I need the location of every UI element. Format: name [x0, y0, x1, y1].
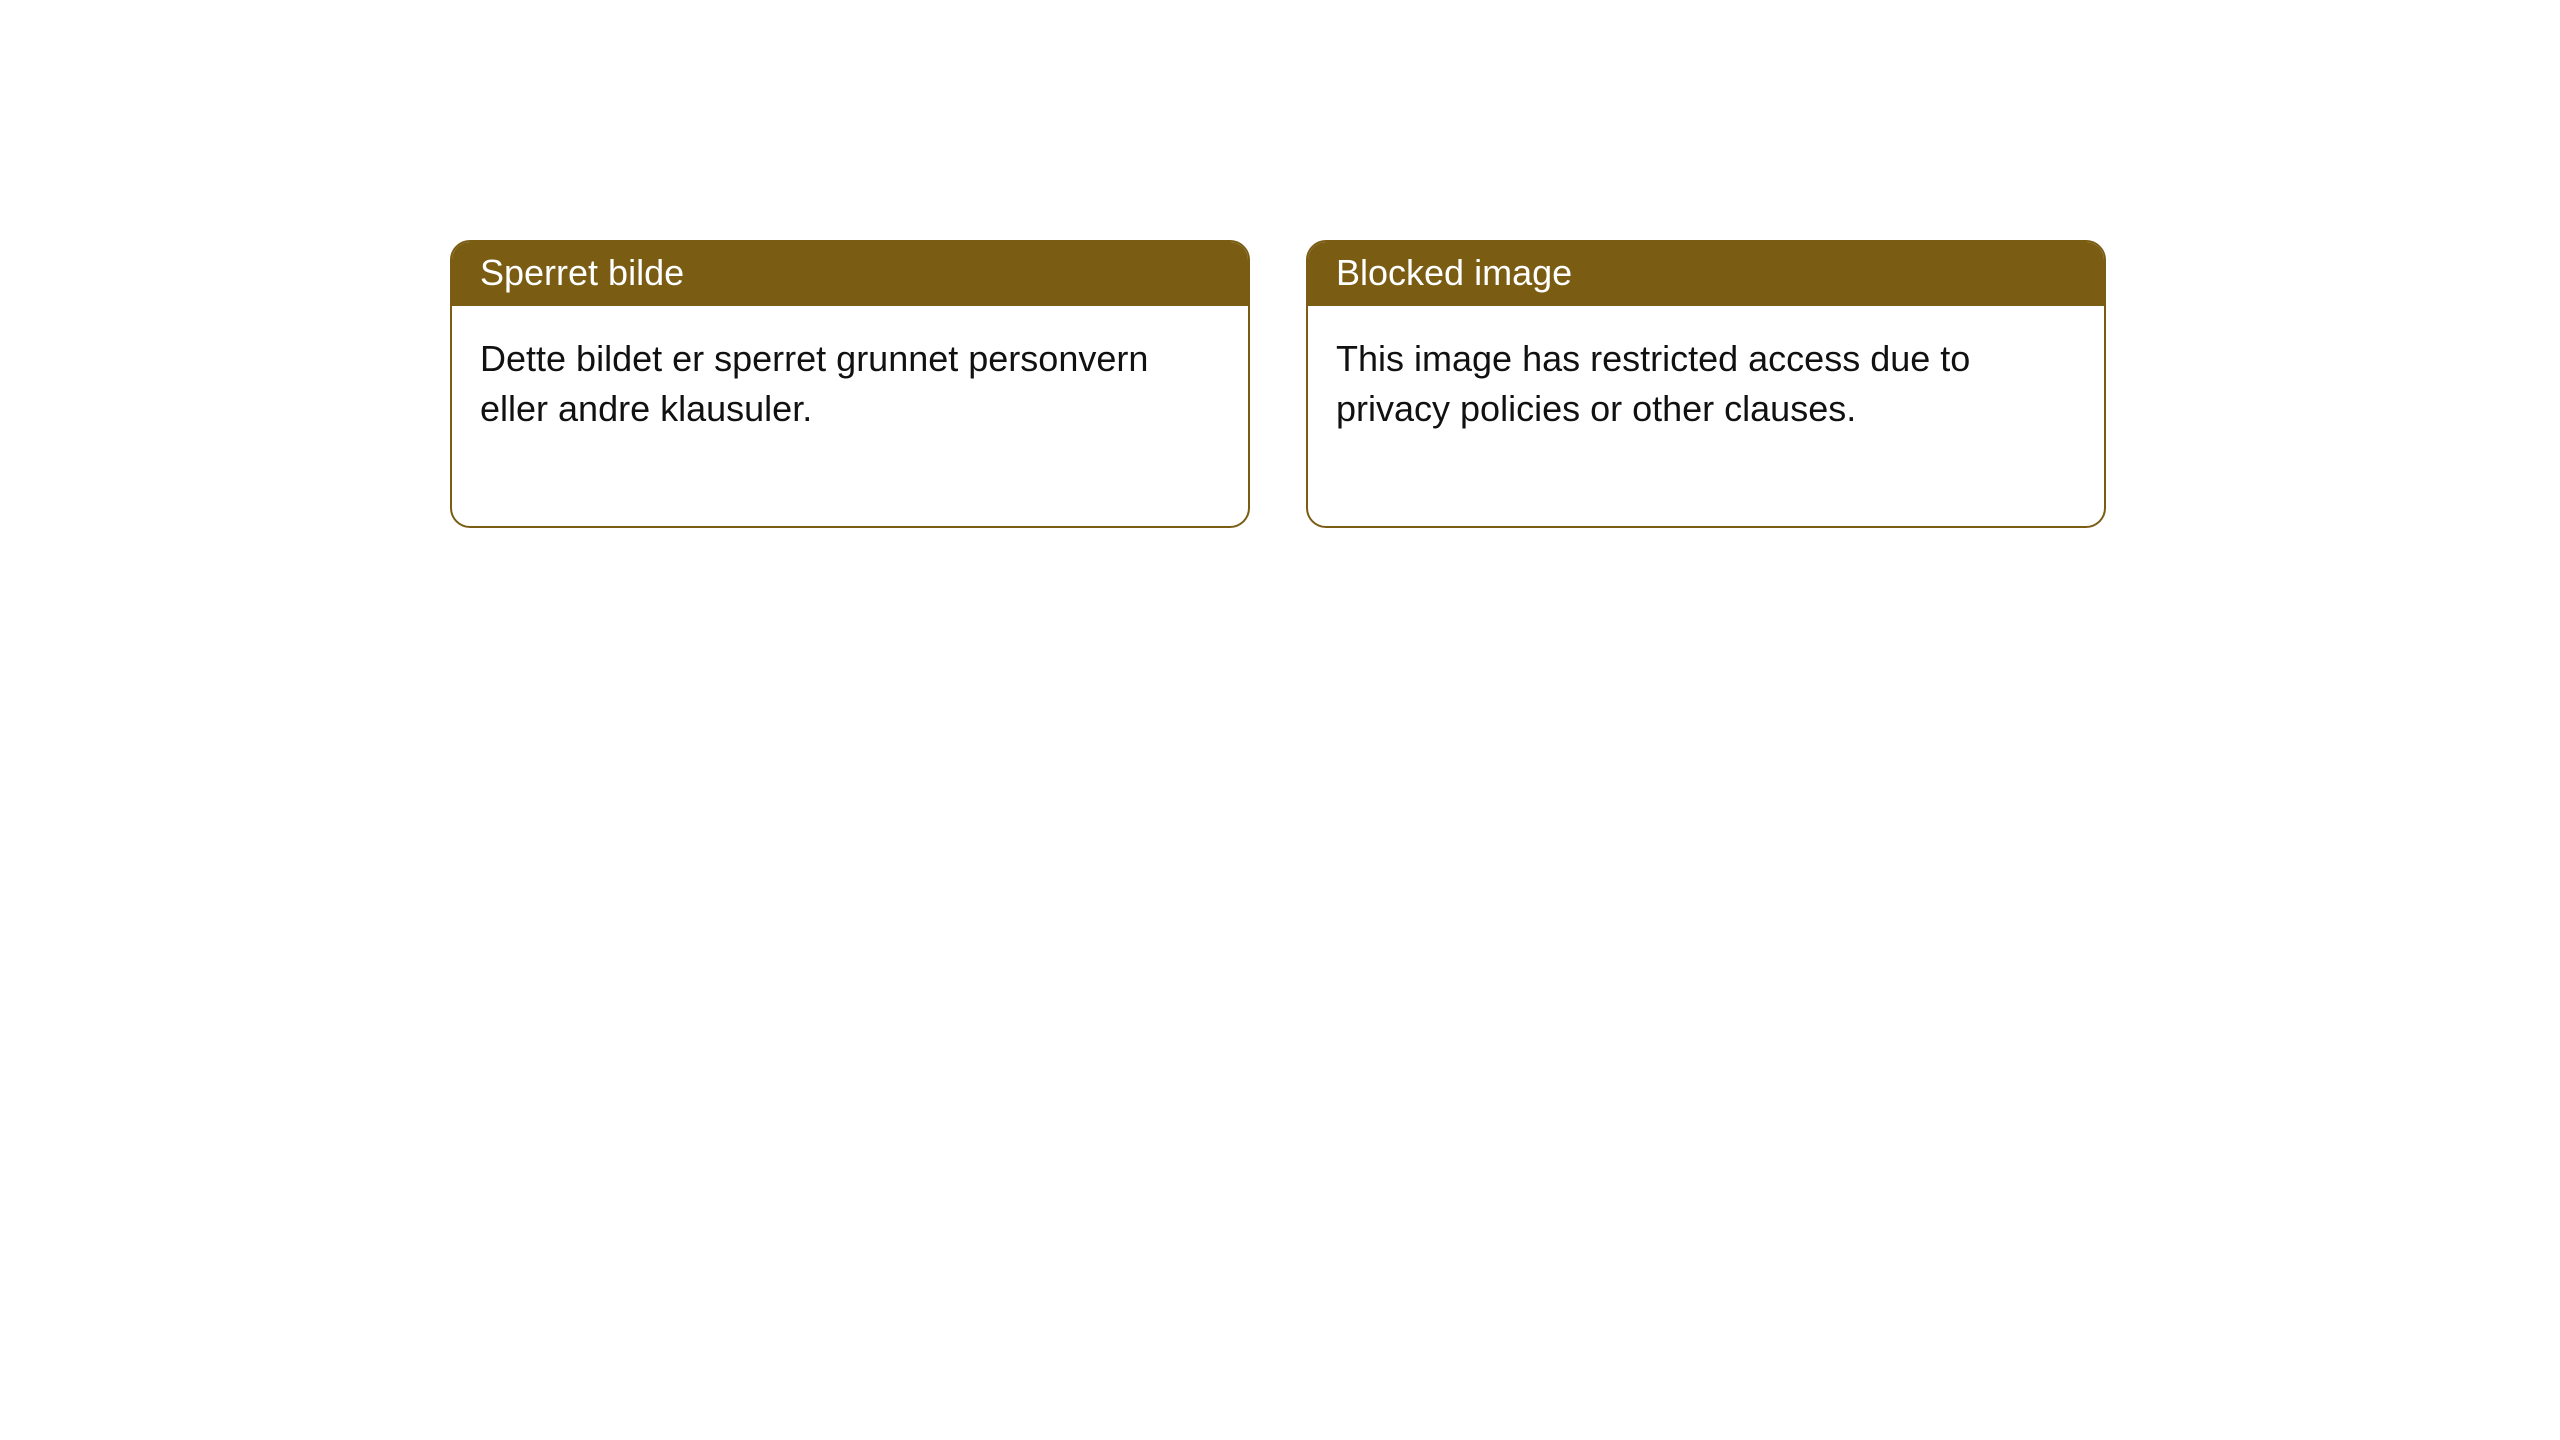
blocked-image-card-en: Blocked image This image has restricted …	[1306, 240, 2106, 528]
blocked-image-card-no: Sperret bilde Dette bildet er sperret gr…	[450, 240, 1250, 528]
blocked-image-notices: Sperret bilde Dette bildet er sperret gr…	[450, 240, 2106, 528]
blocked-image-title-no: Sperret bilde	[452, 242, 1248, 306]
blocked-image-message-en: This image has restricted access due to …	[1308, 306, 2104, 526]
blocked-image-title-en: Blocked image	[1308, 242, 2104, 306]
blocked-image-message-no: Dette bildet er sperret grunnet personve…	[452, 306, 1248, 526]
